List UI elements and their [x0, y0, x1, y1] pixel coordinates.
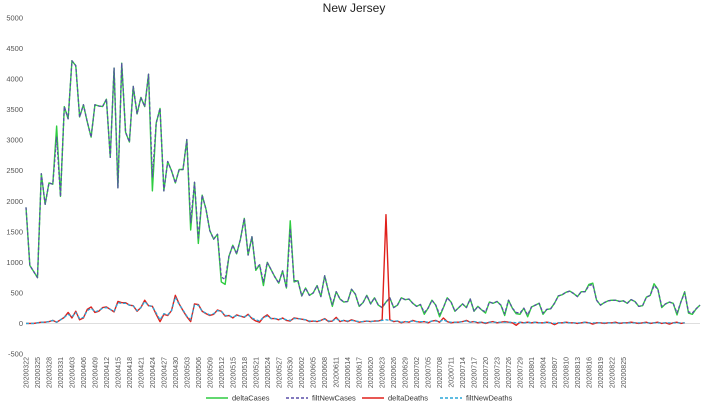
- legend-label: filtNewDeaths: [466, 394, 513, 403]
- x-tick-label: 20200409: [92, 357, 99, 388]
- x-tick-label: 20200714: [460, 357, 467, 388]
- legend: deltaCases filtNewCases deltaDeaths filtNew…: [206, 394, 513, 403]
- x-tick-label: 20200415: [115, 357, 122, 388]
- x-tick-label: 20200726: [506, 357, 513, 388]
- x-tick-label: 20200813: [575, 357, 582, 388]
- x-tick-label: 20200807: [552, 357, 559, 388]
- x-tick-label: 20200822: [609, 357, 616, 388]
- x-tick-label: 20200515: [230, 357, 237, 388]
- y-tick-label: 500: [10, 288, 23, 297]
- x-tick-label: 20200626: [391, 357, 398, 388]
- x-tick-label: 20200801: [529, 357, 536, 388]
- x-tick-label: 20200629: [403, 357, 410, 388]
- y-axis: -500 0 500 1000 1500 2000 2500 3000 3500 4000 4500…: [6, 14, 23, 359]
- series-line-deltaCases: [25, 60, 701, 318]
- y-tick-label: 5000: [6, 14, 23, 23]
- x-tick-label: 20200611: [334, 357, 341, 388]
- legend-label: filtNewCases: [312, 394, 356, 403]
- y-tick-label: 1000: [6, 258, 23, 267]
- x-tick-label: 20200720: [483, 357, 490, 388]
- legend-label: deltaCases: [232, 394, 270, 403]
- x-tick-label: 20200527: [276, 357, 283, 388]
- y-tick-label: 2000: [6, 197, 23, 206]
- y-tick-label: 3000: [6, 136, 23, 145]
- x-tick-label: 20200723: [495, 357, 502, 388]
- x-tick-label: 20200705: [426, 357, 433, 388]
- x-tick-label: 20200412: [104, 357, 111, 388]
- y-tick-label: 2500: [6, 166, 23, 175]
- chart-title: New Jersey: [322, 1, 386, 15]
- x-tick-label: 20200708: [437, 357, 444, 388]
- x-tick-label: 20200406: [81, 357, 88, 388]
- x-tick-label: 20200819: [598, 357, 605, 388]
- x-axis: 20200322 20200325 20200328 20200331 20200403…: [24, 357, 628, 388]
- series-line-filtNewCases: [25, 60, 701, 316]
- x-tick-label: 20200427: [161, 357, 168, 388]
- x-tick-label: 20200620: [368, 357, 375, 388]
- x-tick-label: 20200729: [518, 357, 525, 388]
- x-tick-label: 20200623: [380, 357, 387, 388]
- x-tick-label: 20200503: [184, 357, 191, 388]
- x-tick-label: 20200421: [138, 357, 145, 388]
- x-tick-label: 20200430: [173, 357, 180, 388]
- x-tick-label: 20200418: [127, 357, 134, 388]
- x-tick-label: 20200509: [207, 357, 214, 388]
- y-tick-label: -500: [8, 350, 23, 359]
- x-tick-label: 20200328: [46, 357, 53, 388]
- series-lines: [25, 60, 701, 326]
- x-tick-label: 20200403: [69, 357, 76, 388]
- x-tick-label: 20200325: [35, 357, 42, 388]
- x-tick-label: 20200608: [322, 357, 329, 388]
- y-tick-label: 1500: [6, 227, 23, 236]
- x-tick-label: 20200810: [563, 357, 570, 388]
- y-tick-label: 3500: [6, 105, 23, 114]
- x-tick-label: 20200424: [150, 357, 157, 388]
- x-tick-label: 20200331: [58, 357, 65, 388]
- x-tick-label: 20200521: [253, 357, 260, 388]
- x-tick-label: 20200717: [472, 357, 479, 388]
- x-tick-label: 20200506: [196, 357, 203, 388]
- x-tick-label: 20200614: [345, 357, 352, 388]
- y-tick-label: 4500: [6, 44, 23, 53]
- y-tick-label: 0: [19, 319, 23, 328]
- x-tick-label: 20200825: [621, 357, 628, 388]
- x-tick-label: 20200512: [219, 357, 226, 388]
- x-tick-label: 20200617: [357, 357, 364, 388]
- x-tick-label: 20200711: [449, 357, 456, 388]
- x-tick-label: 20200530: [288, 357, 295, 388]
- legend-label: deltaDeaths: [388, 394, 428, 403]
- y-tick-label: 4000: [6, 75, 23, 84]
- series-line-deltaDeaths: [26, 214, 685, 326]
- series-line-filtNewDeaths: [26, 296, 685, 325]
- x-tick-label: 20200602: [299, 357, 306, 388]
- x-tick-label: 20200518: [242, 357, 249, 388]
- x-tick-label: 20200816: [586, 357, 593, 388]
- x-tick-label: 20200524: [265, 357, 272, 388]
- x-tick-label: 20200605: [311, 357, 318, 388]
- x-tick-label: 20200804: [540, 357, 547, 388]
- x-tick-label: 20200702: [414, 357, 421, 388]
- x-tick-label: 20200322: [24, 357, 31, 388]
